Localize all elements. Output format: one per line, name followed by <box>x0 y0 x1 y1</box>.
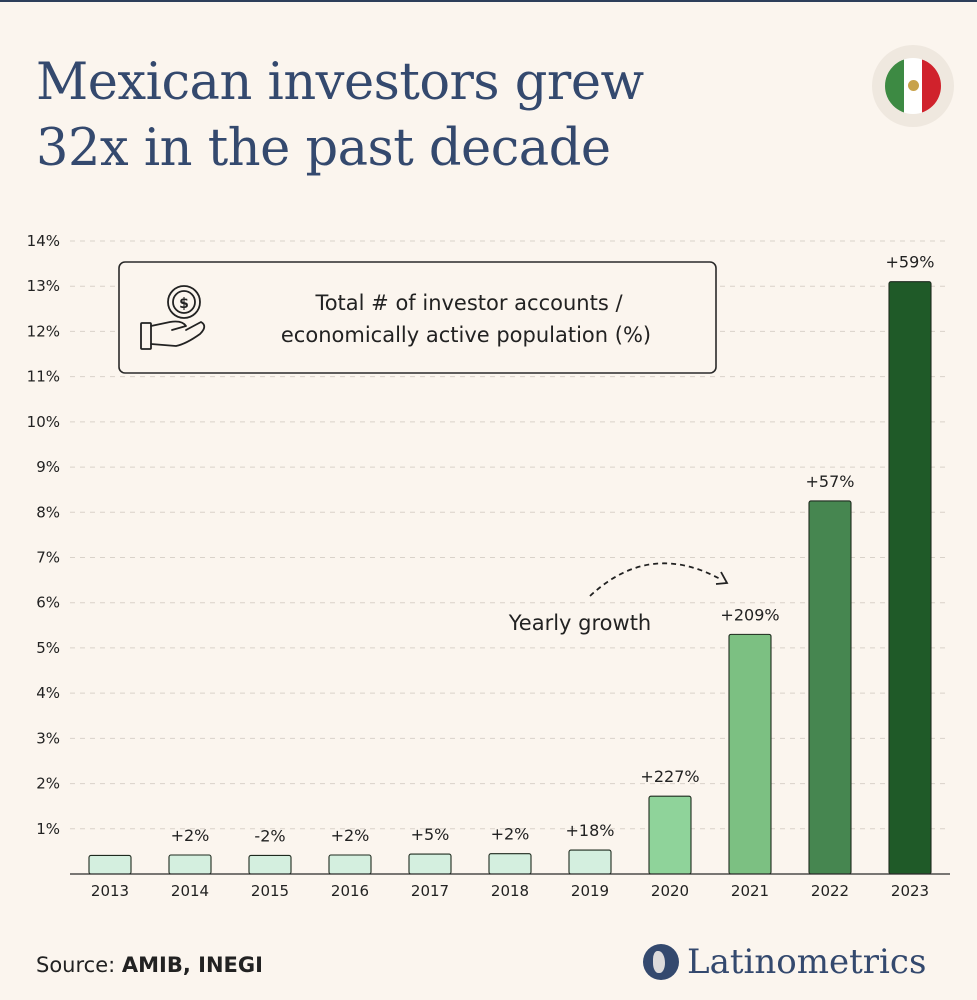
x-tick-label-2016: 2016 <box>331 882 369 900</box>
annotation-label: Yearly growth <box>508 611 651 635</box>
title-line-2: 32x in the past decade <box>36 119 611 178</box>
bar-2017 <box>408 853 452 875</box>
legend-line-2: economically active population (%) <box>281 323 651 347</box>
y-tick-label: 9% <box>36 458 60 476</box>
yearly-growth-annotation: Yearly growth <box>508 562 729 635</box>
bar-2021 <box>728 633 772 875</box>
x-tick-label-2023: 2023 <box>891 882 929 900</box>
x-tick-label-2015: 2015 <box>251 882 289 900</box>
y-tick-label: 14% <box>27 232 60 250</box>
legend-box: $ Total # of investor accounts / economi… <box>118 261 717 374</box>
x-tick-label-2013: 2013 <box>91 882 129 900</box>
bar-2019 <box>568 849 612 875</box>
bar-2022 <box>808 500 852 875</box>
bar-2014 <box>168 854 212 875</box>
y-tick-label: 4% <box>36 684 60 702</box>
growth-label-2016: +2% <box>331 826 370 845</box>
y-tick-label: 3% <box>36 729 60 747</box>
y-tick-label: 13% <box>27 277 60 295</box>
bar-2013 <box>88 854 132 875</box>
brand-logo: Latinometrics <box>643 937 926 987</box>
annotation-arrow <box>589 562 723 597</box>
growth-label-2014: +2% <box>171 826 210 845</box>
y-tick-label: 1% <box>36 820 60 838</box>
growth-label-2021: +209% <box>720 605 779 624</box>
growth-label-2022: +57% <box>806 472 855 491</box>
y-tick-label: 12% <box>27 322 60 340</box>
legend-line-1: Total # of investor accounts / <box>314 291 623 315</box>
x-tick-label-2014: 2014 <box>171 882 209 900</box>
growth-label-2019: +18% <box>566 821 615 840</box>
y-tick-label: 7% <box>36 549 60 567</box>
brand-name: Latinometrics <box>687 942 927 982</box>
x-axis-ticks: 2013 2014 2015 2016 2017 2018 2019 2020 2021 2022… <box>91 882 929 900</box>
latinometrics-globe-icon <box>643 944 679 980</box>
y-tick-label: 8% <box>36 503 60 521</box>
page-title: Mexican investors grew 32x in the past d… <box>36 50 856 182</box>
source-label: Source: <box>36 953 116 977</box>
top-rule <box>0 0 977 2</box>
x-tick-label-2021: 2021 <box>731 882 769 900</box>
bars <box>88 281 932 875</box>
bar-2015 <box>248 854 292 875</box>
arrow-head-icon <box>715 571 729 585</box>
growth-label-2018: +2% <box>491 825 530 844</box>
x-tick-label-2020: 2020 <box>651 882 689 900</box>
x-tick-label-2022: 2022 <box>811 882 849 900</box>
x-tick-label-2018: 2018 <box>491 882 529 900</box>
svg-text:$: $ <box>179 296 189 312</box>
source-note: Source: AMIB, INEGI <box>36 953 263 977</box>
growth-labels: +2% -2% +2% +5% +2% +18% +227% +209% +57% +59% <box>171 253 935 846</box>
y-tick-label: 10% <box>27 413 60 431</box>
x-tick-label-2017: 2017 <box>411 882 449 900</box>
y-tick-label: 11% <box>27 368 60 386</box>
bar-2020 <box>648 795 692 875</box>
y-axis-ticks: 1% 2% 3% 4% 5% 6% 7% 8% 9% 10% 11% 12% 13% 14% <box>27 232 60 838</box>
y-tick-label: 6% <box>36 594 60 612</box>
growth-label-2020: +227% <box>640 767 699 786</box>
source-value: AMIB, INEGI <box>121 953 263 977</box>
y-tick-label: 2% <box>36 775 60 793</box>
money-hand-icon: $ <box>140 285 206 350</box>
y-tick-label: 5% <box>36 639 60 657</box>
growth-label-2015: -2% <box>254 826 285 845</box>
x-tick-label-2019: 2019 <box>571 882 609 900</box>
bar-2023 <box>888 281 932 875</box>
mexico-flag-icon <box>872 45 954 127</box>
title-line-1: Mexican investors grew <box>36 53 644 112</box>
bar-2018 <box>488 853 532 875</box>
growth-label-2023: +59% <box>886 253 935 272</box>
growth-label-2017: +5% <box>411 825 450 844</box>
bar-2016 <box>328 854 372 875</box>
